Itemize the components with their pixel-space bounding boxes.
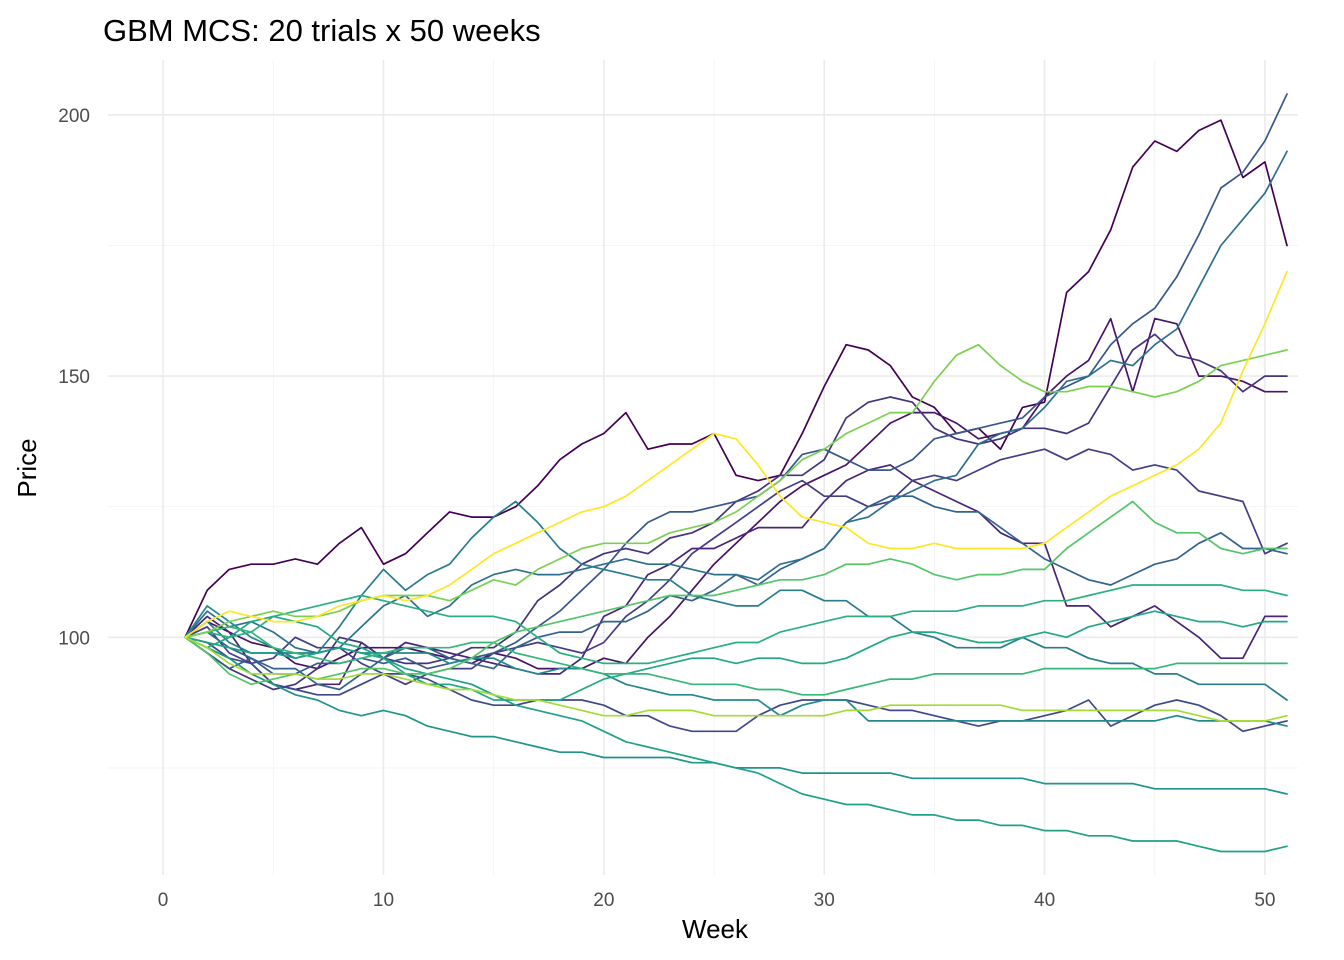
y-tick-label: 200 bbox=[58, 106, 90, 127]
series-line-trial-17 bbox=[184, 500, 1288, 686]
series-line-trial-19 bbox=[184, 636, 1288, 722]
series-line-trial-7 bbox=[184, 93, 1288, 675]
series-line-trial-2 bbox=[184, 317, 1288, 670]
x-tick-label: 40 bbox=[1034, 890, 1055, 911]
chart-title: GBM MCS: 20 trials x 50 weeks bbox=[103, 13, 541, 48]
series-line-trial-11 bbox=[184, 605, 1288, 727]
series-line-trial-13 bbox=[184, 636, 1288, 853]
series-line-trial-20 bbox=[184, 270, 1288, 639]
x-tick-label: 50 bbox=[1254, 890, 1275, 911]
series-line-trial-1 bbox=[184, 119, 1288, 639]
x-axis-ticks: 0 10 20 30 40 50 bbox=[158, 890, 1276, 911]
grid bbox=[108, 60, 1298, 875]
y-tick-label: 150 bbox=[58, 367, 90, 388]
series-line-trial-10 bbox=[184, 500, 1288, 701]
series-line-trial-6 bbox=[184, 636, 1288, 733]
y-tick-label: 100 bbox=[58, 628, 90, 649]
y-axis-ticks: 100 150 200 bbox=[58, 106, 90, 649]
x-tick-label: 0 bbox=[158, 890, 169, 911]
series-line-trial-14 bbox=[184, 610, 1288, 701]
series-line-trial-5 bbox=[184, 448, 1288, 686]
series-line-trial-15 bbox=[184, 584, 1288, 665]
x-tick-label: 10 bbox=[373, 890, 394, 911]
x-axis-title: Week bbox=[682, 914, 749, 944]
x-tick-label: 20 bbox=[593, 890, 614, 911]
y-axis-title: Price bbox=[12, 438, 42, 497]
x-tick-label: 30 bbox=[814, 890, 835, 911]
series-lines bbox=[184, 93, 1288, 853]
series-line-trial-16 bbox=[184, 625, 1288, 696]
series-line-trial-9 bbox=[184, 150, 1288, 654]
